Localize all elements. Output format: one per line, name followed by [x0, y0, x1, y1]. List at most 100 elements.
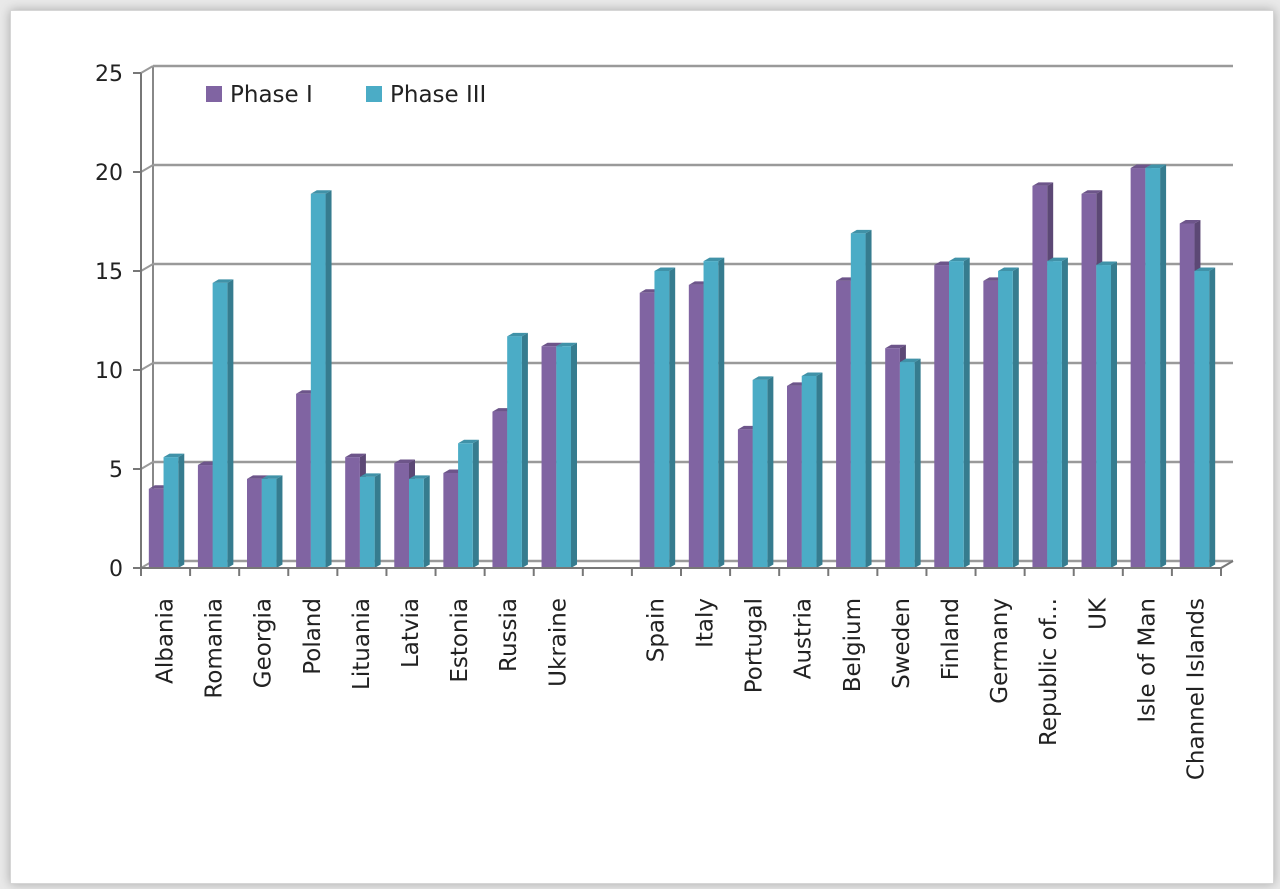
- bar: [850, 229, 872, 568]
- bar-front: [163, 457, 179, 568]
- category-label: Poland: [300, 598, 326, 675]
- category-label: Austria: [791, 598, 817, 679]
- bar-front: [934, 265, 949, 568]
- bar: [752, 376, 774, 568]
- bar-top: [654, 267, 676, 271]
- category-label: Sweden: [889, 598, 915, 689]
- legend-item: Phase I: [206, 82, 313, 108]
- bar-top: [163, 453, 185, 458]
- bar-top: [394, 459, 415, 464]
- legend: Phase I Phase III: [206, 82, 486, 108]
- category-label: Estonia: [447, 598, 473, 683]
- bar-top: [345, 453, 366, 458]
- bar-side: [669, 267, 676, 568]
- bar-top: [1130, 164, 1152, 169]
- bar-front: [394, 463, 409, 568]
- bar-side: [767, 376, 774, 568]
- bar-side: [718, 257, 725, 568]
- bar-front: [409, 478, 424, 568]
- bar-side: [571, 342, 577, 568]
- bar-front: [639, 292, 655, 568]
- x-axis: Albania Romania Georgia Poland Lituania Latvi…: [140, 560, 1234, 780]
- bar: [261, 475, 283, 568]
- bar-side: [914, 358, 921, 568]
- legend-swatch: [206, 86, 222, 102]
- bar-top: [247, 475, 268, 479]
- category-label: Channel Islands: [1183, 598, 1209, 780]
- bar: [703, 257, 725, 568]
- bar-top: [212, 279, 234, 283]
- bar-front: [654, 271, 670, 568]
- bar-front: [1145, 168, 1161, 569]
- bar-front: [688, 284, 704, 568]
- bar-side: [325, 190, 332, 568]
- category-label: Portugal: [742, 598, 768, 693]
- bar-top: [1179, 219, 1201, 224]
- bar: [801, 372, 823, 568]
- bar-front: [556, 346, 571, 568]
- y-tick-label: 25: [95, 62, 123, 87]
- category-label: UK: [1085, 597, 1111, 630]
- gridline-depth: [140, 461, 154, 470]
- bar-top: [1032, 182, 1054, 186]
- category-label: Finland: [938, 598, 964, 680]
- bar-side: [1012, 267, 1019, 568]
- bar-top: [541, 342, 563, 347]
- bar-top: [899, 358, 921, 363]
- bar: [409, 475, 430, 568]
- bar-front: [212, 282, 228, 568]
- bar-front: [1096, 265, 1111, 568]
- bar-top: [1047, 257, 1068, 262]
- bar: [556, 342, 577, 568]
- bar: [1047, 257, 1068, 568]
- category-label: Latvia: [398, 598, 424, 668]
- y-tick-label: 5: [109, 458, 123, 483]
- bar-top: [507, 332, 528, 337]
- bar-front: [998, 271, 1013, 568]
- category-label: Russia: [496, 598, 522, 672]
- bars: [148, 164, 1216, 569]
- bar-front: [703, 261, 719, 568]
- bar: [1194, 267, 1216, 568]
- chart-frame: 0 5 10 15 20 25 Albania Romania Georgia Poland Li…: [10, 10, 1274, 884]
- bar-top: [1096, 261, 1117, 266]
- bar-side: [865, 229, 872, 568]
- bar-front: [359, 476, 375, 568]
- bar-top: [752, 376, 774, 380]
- bar-front: [458, 443, 473, 568]
- gridline-depth: [140, 164, 154, 173]
- bar-front: [1130, 168, 1146, 569]
- bar-front: [885, 348, 900, 568]
- bar: [654, 267, 676, 568]
- bar-top: [1194, 267, 1216, 271]
- bar-top: [458, 439, 479, 444]
- bar-front: [296, 393, 311, 568]
- bar-top: [1081, 190, 1103, 194]
- bar-top: [1145, 164, 1167, 169]
- bar-top: [949, 257, 970, 262]
- y-tick-label: 10: [95, 359, 123, 384]
- bar-front: [836, 280, 851, 568]
- category-label: Spain: [643, 598, 669, 662]
- bar-front: [1032, 185, 1048, 569]
- bar-top: [850, 229, 872, 234]
- bar-front: [737, 429, 753, 568]
- bar-front: [492, 411, 508, 568]
- bar-front: [899, 362, 915, 568]
- bar-top: [359, 473, 381, 477]
- bar-side: [374, 473, 381, 568]
- bar: [899, 358, 921, 568]
- category-label: Republic of...: [1036, 598, 1062, 746]
- bar-front: [787, 385, 802, 568]
- category-label: Ukraine: [545, 598, 571, 687]
- bar-top: [261, 475, 283, 479]
- bar-front: [507, 336, 522, 568]
- bar-top: [885, 344, 906, 349]
- bar: [310, 190, 332, 568]
- bar-side: [963, 257, 970, 568]
- y-tick-label: 20: [95, 161, 123, 186]
- category-label: Albania: [153, 598, 179, 684]
- y-axis: 0 5 10 15 20 25: [95, 62, 142, 582]
- legend-label: Phase III: [390, 82, 486, 108]
- bar-side: [1209, 267, 1216, 568]
